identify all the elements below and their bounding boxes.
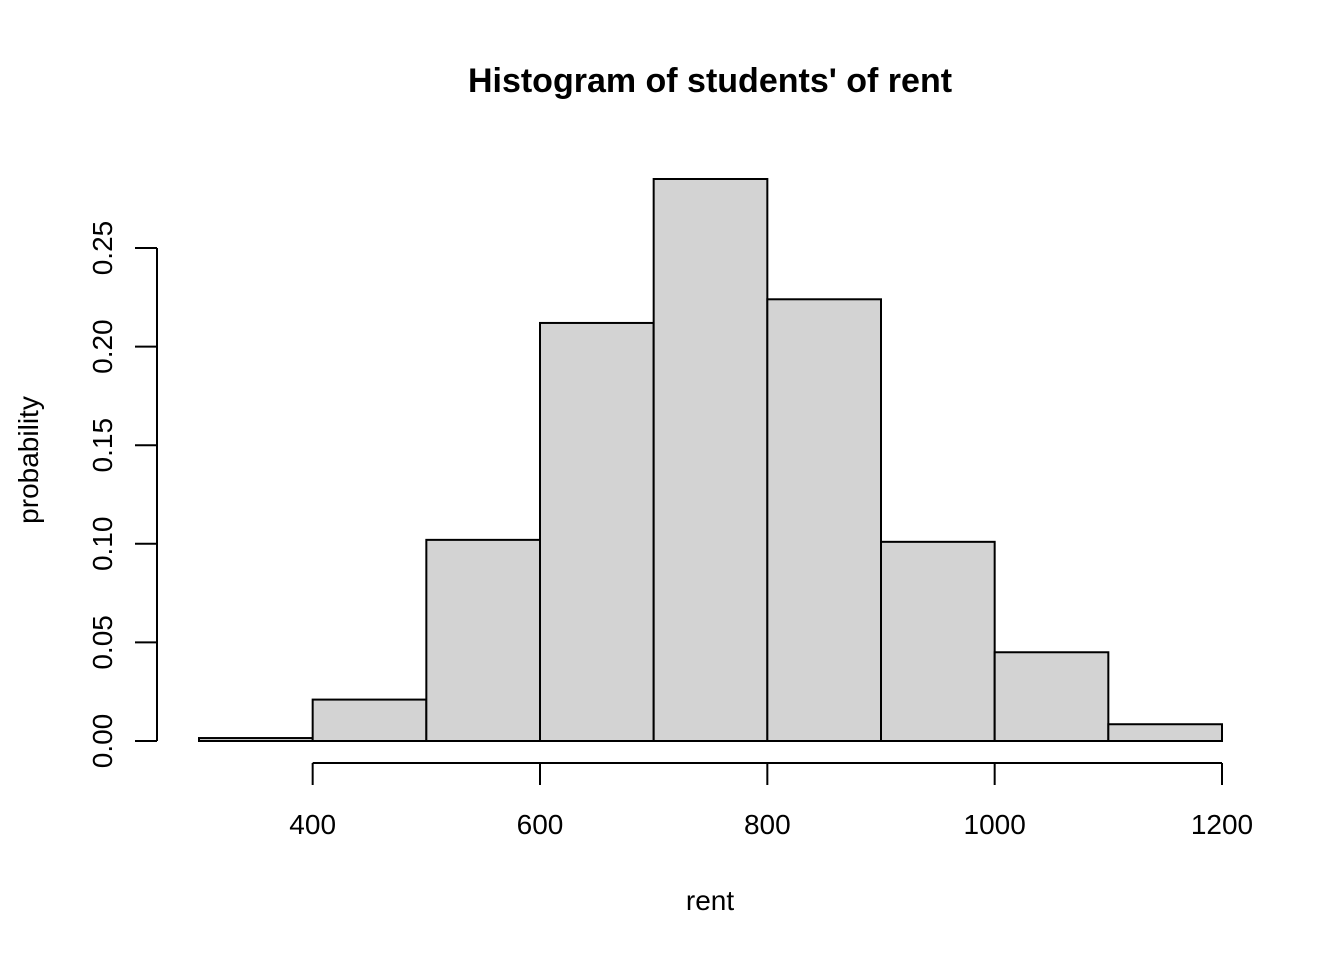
- x-tick-label-1000: 1000: [964, 809, 1026, 840]
- x-axis: 400 600 800 1000 1200: [289, 762, 1253, 840]
- y-axis-label: probability: [13, 396, 44, 524]
- bar-800-900: [766, 298, 882, 742]
- bar-300-400: [198, 737, 314, 743]
- x-tick-label-400: 400: [289, 809, 336, 840]
- x-axis-label: rent: [686, 885, 734, 916]
- x-tick-label-1200: 1200: [1191, 809, 1253, 840]
- bar-1100-1200: [1107, 723, 1224, 742]
- x-tick-label-600: 600: [517, 809, 564, 840]
- y-tick-label-0.25: 0.25: [87, 221, 118, 276]
- chart-title: Histogram of students' of rent: [468, 62, 952, 100]
- y-tick-label-0.00: 0.00: [87, 714, 118, 769]
- bar-500-600: [425, 538, 542, 742]
- bar-700-800: [652, 178, 769, 742]
- y-axis: 0.00 0.05 0.10 0.15 0.20 0.25: [87, 221, 158, 769]
- bar-600-700: [539, 321, 655, 742]
- y-tick-label-0.15: 0.15: [87, 418, 118, 473]
- bar-1000-1100: [993, 651, 1110, 743]
- bar-900-1000: [880, 540, 996, 742]
- x-tick-label-800: 800: [744, 809, 791, 840]
- y-tick-label-0.20: 0.20: [87, 319, 118, 374]
- y-tick-label-0.05: 0.05: [87, 615, 118, 670]
- bar-400-500: [311, 698, 428, 743]
- y-tick-label-0.10: 0.10: [87, 517, 118, 572]
- bars-group: [198, 178, 1224, 743]
